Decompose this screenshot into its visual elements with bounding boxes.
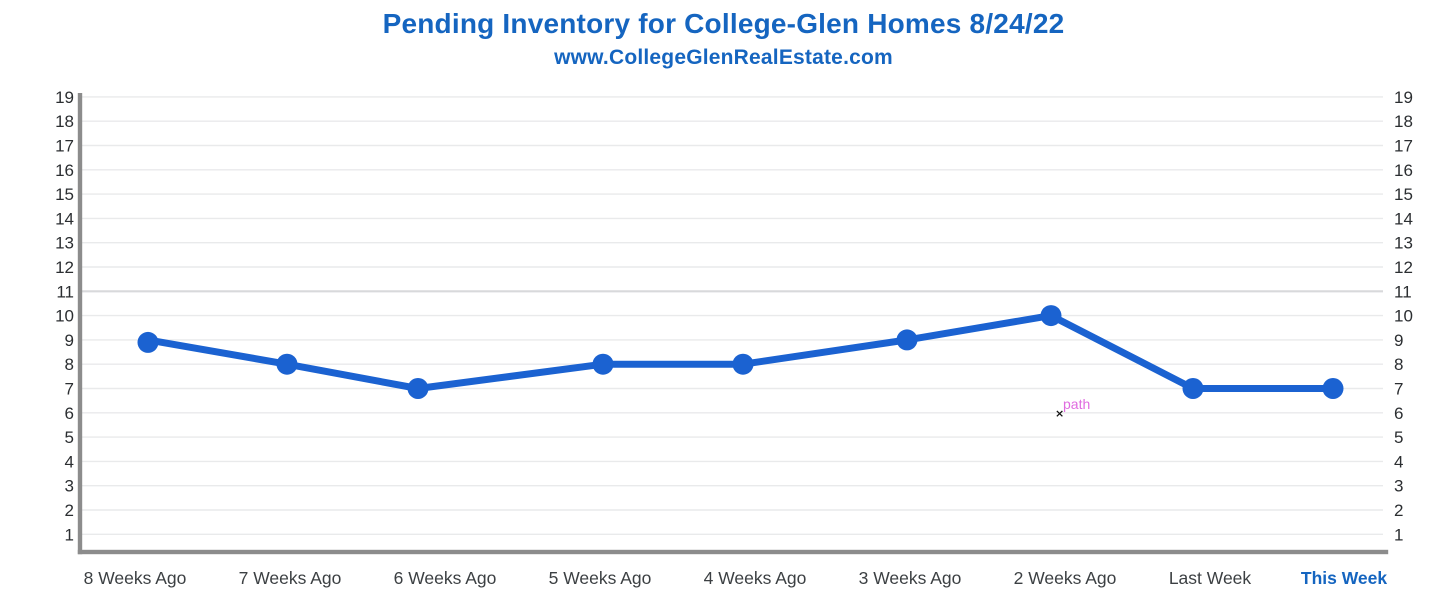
y-axis-tick-right: 3 — [1394, 477, 1403, 496]
y-axis-tick-right: 14 — [1394, 209, 1413, 228]
chart-header: Pending Inventory for College-Glen Homes… — [0, 6, 1447, 72]
y-axis-tick-right: 7 — [1394, 380, 1403, 399]
y-axis-tick-left: 6 — [65, 404, 74, 423]
y-axis-tick-left: 9 — [65, 331, 74, 350]
chart-title: Pending Inventory for College-Glen Homes… — [382, 8, 1065, 39]
y-axis-tick-left: 5 — [65, 428, 74, 447]
y-axis-tick-left: 15 — [55, 185, 74, 204]
y-axis-tick-right: 17 — [1394, 137, 1413, 156]
data-point-9 — [1322, 378, 1344, 399]
y-axis-tick-left: 2 — [65, 501, 74, 520]
data-point-3 — [407, 378, 429, 399]
y-axis-tick-right: 8 — [1394, 355, 1403, 374]
x-axis-label-4: 5 Weeks Ago — [549, 568, 652, 588]
y-axis-tick-right: 15 — [1394, 185, 1413, 204]
y-axis-tick-right: 19 — [1394, 88, 1413, 107]
y-axis-tick-right: 16 — [1394, 161, 1413, 180]
y-axis-tick-right: 9 — [1394, 331, 1403, 350]
y-axis-tick-right: 2 — [1394, 501, 1403, 520]
data-point-8 — [1182, 378, 1204, 399]
y-axis-tick-left: 16 — [55, 161, 74, 180]
x-axis-line — [77, 549, 1389, 555]
data-point-4 — [592, 353, 614, 375]
chart-subtitle-url: www.CollegeGlenRealEstate.com — [554, 46, 893, 69]
x-axis-label-9: This Week — [1301, 568, 1388, 588]
x-axis-label-8: Last Week — [1169, 568, 1252, 588]
y-axis-tick-left: 13 — [55, 234, 74, 253]
data-point-2 — [276, 353, 298, 375]
y-axis-tick-right: 5 — [1394, 428, 1403, 447]
y-axis-tick-right: 12 — [1394, 258, 1413, 277]
y-axis-tick-right: 4 — [1394, 452, 1403, 471]
series-line — [144, 312, 1337, 392]
y-axis-tick-left: 8 — [65, 355, 74, 374]
y-axis-tick-left: 12 — [55, 258, 74, 277]
data-point-7 — [1040, 305, 1062, 327]
y-axis-tick-left: 3 — [65, 477, 74, 496]
y-axis-line — [77, 93, 83, 555]
x-axis-label-7: 2 Weeks Ago — [1014, 568, 1117, 588]
y-axis-tick-left: 11 — [56, 282, 74, 301]
x-axis-label-6: 3 Weeks Ago — [859, 568, 962, 588]
y-axis-tick-left: 17 — [55, 137, 74, 156]
y-axis-tick-right: 6 — [1394, 404, 1403, 423]
y-axis-tick-left: 7 — [65, 380, 74, 399]
y-axis-tick-left: 14 — [55, 209, 74, 228]
x-axis-label-3: 6 Weeks Ago — [394, 568, 497, 588]
y-axis-tick-right: 10 — [1394, 307, 1413, 326]
data-point-6 — [896, 329, 918, 351]
y-axis-tick-right: 1 — [1394, 525, 1403, 544]
data-point-1 — [137, 331, 159, 353]
y-axis-tick-right: 11 — [1394, 282, 1412, 301]
x-axis-label-2: 7 Weeks Ago — [239, 568, 342, 588]
y-axis-tick-left: 18 — [55, 112, 74, 131]
x-axis-label-1: 8 Weeks Ago — [84, 568, 187, 588]
y-axis-tick-left: 1 — [65, 525, 74, 544]
y-axis-tick-left: 10 — [55, 307, 74, 326]
y-axis-tick-left: 4 — [65, 452, 74, 471]
x-axis-label-5: 4 Weeks Ago — [704, 568, 807, 588]
y-axis-tick-right: 18 — [1394, 112, 1413, 131]
data-point-5 — [732, 353, 754, 375]
y-axis-tick-left: 19 — [55, 88, 74, 107]
y-axis-tick-right: 13 — [1394, 234, 1413, 253]
